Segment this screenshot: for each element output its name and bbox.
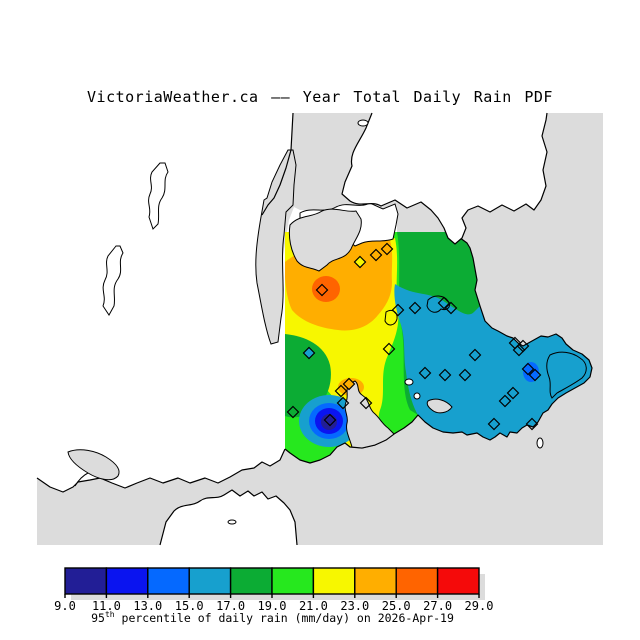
station-diamond: [342, 377, 356, 391]
station-diamond: [359, 396, 373, 410]
colorbar-tick-label: 13.0: [133, 599, 162, 613]
station-diamond: [302, 346, 316, 360]
lake-outline-2: [102, 245, 124, 316]
water-esquimalt-pocket: [426, 398, 453, 414]
station-diamond: [444, 301, 458, 315]
station-diamond: [418, 366, 432, 380]
islet-race-rocks: [227, 519, 237, 525]
water-sooke-channel: [74, 472, 89, 487]
station-diamond: [382, 342, 396, 356]
station-diamond: [512, 343, 526, 357]
island-outline-spur: [546, 351, 587, 399]
island-outline-small: [384, 309, 398, 326]
colorbar-cell: [312, 567, 356, 595]
islet-trial: [536, 437, 544, 449]
land-salt-spring-island: [342, 113, 547, 244]
colorbar: 9.0 11.0 13.0 15.0 17.0 19.0 21.0 23.0 25.0 27.0 2…: [54, 567, 494, 613]
colorbar-tick-label: 11.0: [92, 599, 121, 613]
colorbar-tick-label: 19.0: [258, 599, 287, 613]
station-diamond: [408, 301, 422, 315]
lake-outline-1: [148, 162, 169, 230]
station-diamond: [525, 417, 539, 431]
station-markers: [286, 242, 542, 431]
colorbar-tick-label: 9.0: [54, 599, 76, 613]
page-title: VictoriaWeather.ca –– Year Total Daily R…: [87, 88, 553, 106]
station-diamond: [521, 362, 535, 376]
colorbar-caption: 95th percentile of daily rain (mm/day) o…: [0, 610, 545, 625]
colorbar-tick-label: 23.0: [340, 599, 369, 613]
station-diamond: [528, 368, 542, 382]
station-diamond: [437, 296, 451, 310]
colorbar-cell: [105, 567, 149, 595]
colorbar-cell: [354, 567, 397, 595]
station-diamond: [369, 248, 383, 262]
colorbar-cell: [271, 567, 315, 595]
bullseye-navy-core: [321, 414, 337, 430]
colorbar-cell: [229, 567, 273, 595]
station-diamond: [468, 348, 482, 362]
station-diamond: [516, 339, 530, 353]
caption-rest: percentile of daily rain (mm/day) on 202…: [114, 610, 454, 625]
colorbar-tick-label: 15.0: [175, 599, 204, 613]
coastline-metchosin: [159, 489, 298, 546]
station-diamond: [498, 394, 512, 408]
islet-chain-2: [413, 392, 421, 400]
station-diamond: [286, 405, 300, 419]
station-diamond: [438, 368, 452, 382]
colorbar-tick-label: 17.0: [216, 599, 245, 613]
station-diamond: [323, 413, 337, 427]
colorbar-cell: [188, 567, 232, 595]
station-diamond: [391, 303, 405, 317]
caption-superscript: th: [104, 610, 115, 619]
colorbar-cell: [436, 567, 480, 595]
colorbar-tick-label: 25.0: [382, 599, 411, 613]
station-diamond: [353, 255, 367, 269]
coastline-salt-spring: [341, 112, 548, 245]
colorbar-tick-label: 29.0: [465, 599, 494, 613]
station-diamond: [315, 283, 329, 297]
island-outline-james: [426, 295, 450, 313]
caption-prefix: 95: [91, 610, 105, 625]
station-diamond: [380, 242, 394, 256]
water-saanich-inlet-finger: [255, 149, 297, 345]
station-diamond: [458, 368, 472, 382]
station-diamond: [334, 384, 348, 398]
islet-near-saltspring: [357, 119, 369, 127]
station-diamond: [487, 417, 501, 431]
water-sooke-basin: [67, 449, 120, 481]
land-metchosin-peninsula: [160, 490, 297, 545]
colorbar-tick-label: 21.0: [299, 599, 328, 613]
colorbar-cell: [64, 567, 108, 595]
coastline-vi-east: [261, 112, 294, 216]
water-victoria-harbour: [344, 380, 395, 449]
colorbar-tick-label: 27.0: [423, 599, 452, 613]
colorbar-cell: [147, 567, 190, 595]
station-diamond: [336, 396, 350, 410]
station-diamond: [506, 386, 520, 400]
water-saanich-inlet-bulge: [288, 208, 362, 272]
colorbar-cell: [395, 567, 439, 595]
islet-chain-1: [404, 378, 414, 386]
